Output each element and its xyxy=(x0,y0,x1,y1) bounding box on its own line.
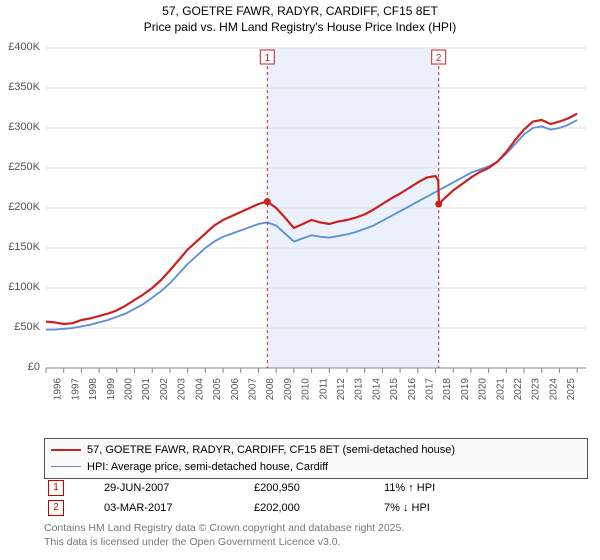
line-chart: 1995 1996 1997 1998 1999 2000 2001 2002 2003 2004… xyxy=(44,42,590,410)
footer-line2: This data is licensed under the Open Gov… xyxy=(44,536,588,550)
svg-text:2021: 2021 xyxy=(495,378,506,401)
svg-text:2014: 2014 xyxy=(371,378,382,401)
svg-text:2017: 2017 xyxy=(425,378,436,401)
svg-text:1995: 1995 xyxy=(44,378,46,401)
marker-price-2: £202,000 xyxy=(254,502,384,514)
marker-price-1: £200,950 xyxy=(254,482,384,494)
y-tick-label: £200K xyxy=(0,201,40,213)
svg-text:1996: 1996 xyxy=(53,378,64,401)
svg-text:2020: 2020 xyxy=(478,378,489,401)
y-tick-label: £100K xyxy=(0,281,40,293)
y-tick-label: £250K xyxy=(0,161,40,173)
legend-label-1: 57, GOETRE FAWR, RADYR, CARDIFF, CF15 8E… xyxy=(87,442,455,459)
marker-delta-1: 11% ↑ HPI xyxy=(384,482,544,494)
svg-text:2016: 2016 xyxy=(407,378,418,401)
svg-text:2005: 2005 xyxy=(212,378,223,401)
svg-text:2004: 2004 xyxy=(194,378,205,401)
y-tick-label: £0 xyxy=(0,361,40,373)
legend-row-2: HPI: Average price, semi-detached house,… xyxy=(51,459,581,476)
legend-row-1: 57, GOETRE FAWR, RADYR, CARDIFF, CF15 8E… xyxy=(51,442,581,459)
title-line1: 57, GOETRE FAWR, RADYR, CARDIFF, CF15 8E… xyxy=(0,4,600,20)
footer-line1: Contains HM Land Registry data © Crown c… xyxy=(44,522,588,536)
legend: 57, GOETRE FAWR, RADYR, CARDIFF, CF15 8E… xyxy=(44,438,588,479)
legend-swatch-2 xyxy=(51,466,81,467)
marker-box-1: 1 xyxy=(48,480,64,496)
chart-title: 57, GOETRE FAWR, RADYR, CARDIFF, CF15 8E… xyxy=(0,0,600,35)
svg-text:2019: 2019 xyxy=(460,378,471,401)
chart-area: 1995 1996 1997 1998 1999 2000 2001 2002 2003 2004… xyxy=(44,42,590,410)
y-tick-label: £400K xyxy=(0,41,40,53)
svg-text:2012: 2012 xyxy=(336,378,347,401)
svg-text:1997: 1997 xyxy=(70,378,81,401)
marker-row-1: 1 29-JUN-2007 £200,950 11% ↑ HPI xyxy=(44,478,588,498)
svg-text:2007: 2007 xyxy=(247,378,258,401)
svg-text:2010: 2010 xyxy=(301,378,312,401)
svg-text:2006: 2006 xyxy=(230,378,241,401)
legend-label-2: HPI: Average price, semi-detached house,… xyxy=(87,459,328,476)
y-tick-label: £300K xyxy=(0,121,40,133)
title-line2: Price paid vs. HM Land Registry's House … xyxy=(0,20,600,36)
svg-text:2008: 2008 xyxy=(265,378,276,401)
svg-text:2000: 2000 xyxy=(124,378,135,401)
svg-text:2018: 2018 xyxy=(442,378,453,401)
svg-text:2: 2 xyxy=(436,53,442,64)
svg-text:2013: 2013 xyxy=(354,378,365,401)
footer: Contains HM Land Registry data © Crown c… xyxy=(44,522,588,549)
marker-date-1: 29-JUN-2007 xyxy=(104,482,254,494)
legend-swatch-1 xyxy=(51,449,81,451)
marker-box-2: 2 xyxy=(48,500,64,516)
marker-delta-2: 7% ↓ HPI xyxy=(384,502,544,514)
y-tick-label: £350K xyxy=(0,81,40,93)
svg-text:2023: 2023 xyxy=(531,378,542,401)
svg-text:2015: 2015 xyxy=(389,378,400,401)
svg-text:2022: 2022 xyxy=(513,378,524,401)
svg-text:1: 1 xyxy=(265,53,271,64)
marker-date-2: 03-MAR-2017 xyxy=(104,502,254,514)
svg-text:2002: 2002 xyxy=(159,378,170,401)
svg-text:2025: 2025 xyxy=(566,378,577,401)
marker-table: 1 29-JUN-2007 £200,950 11% ↑ HPI 2 03-MA… xyxy=(44,478,588,518)
y-tick-label: £150K xyxy=(0,241,40,253)
svg-text:2024: 2024 xyxy=(548,378,559,401)
svg-text:1998: 1998 xyxy=(88,378,99,401)
svg-text:2001: 2001 xyxy=(141,378,152,401)
svg-text:2003: 2003 xyxy=(177,378,188,401)
y-tick-label: £50K xyxy=(0,321,40,333)
svg-text:2009: 2009 xyxy=(283,378,294,401)
svg-text:2011: 2011 xyxy=(318,378,329,400)
marker-row-2: 2 03-MAR-2017 £202,000 7% ↓ HPI xyxy=(44,498,588,518)
svg-text:1999: 1999 xyxy=(106,378,117,401)
